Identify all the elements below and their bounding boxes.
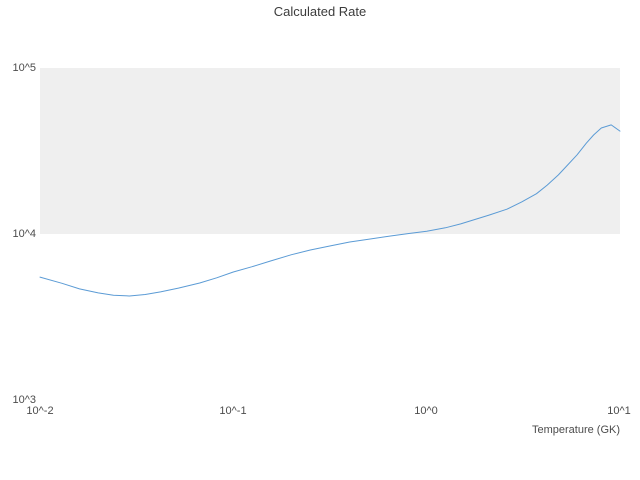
x-tick-label-1e-2: 10^-2 bbox=[26, 405, 54, 417]
y-tick-label-1e5: 10^5 bbox=[12, 62, 36, 74]
x-tick-label-1e0: 10^0 bbox=[414, 405, 438, 417]
rate-line-series bbox=[39, 124, 621, 297]
y-tick-label-1e4: 10^4 bbox=[12, 228, 36, 240]
chart-title: Calculated Rate bbox=[273, 4, 367, 19]
x-axis-label: Temperature (GK) bbox=[531, 424, 620, 436]
x-tick-label-1e1: 10^1 bbox=[607, 405, 631, 417]
log-decade-band bbox=[40, 68, 620, 234]
x-tick-label-1e-1: 10^-1 bbox=[219, 405, 247, 417]
plot-area bbox=[39, 68, 621, 400]
y-tick-label-1e3: 10^3 bbox=[12, 394, 36, 406]
